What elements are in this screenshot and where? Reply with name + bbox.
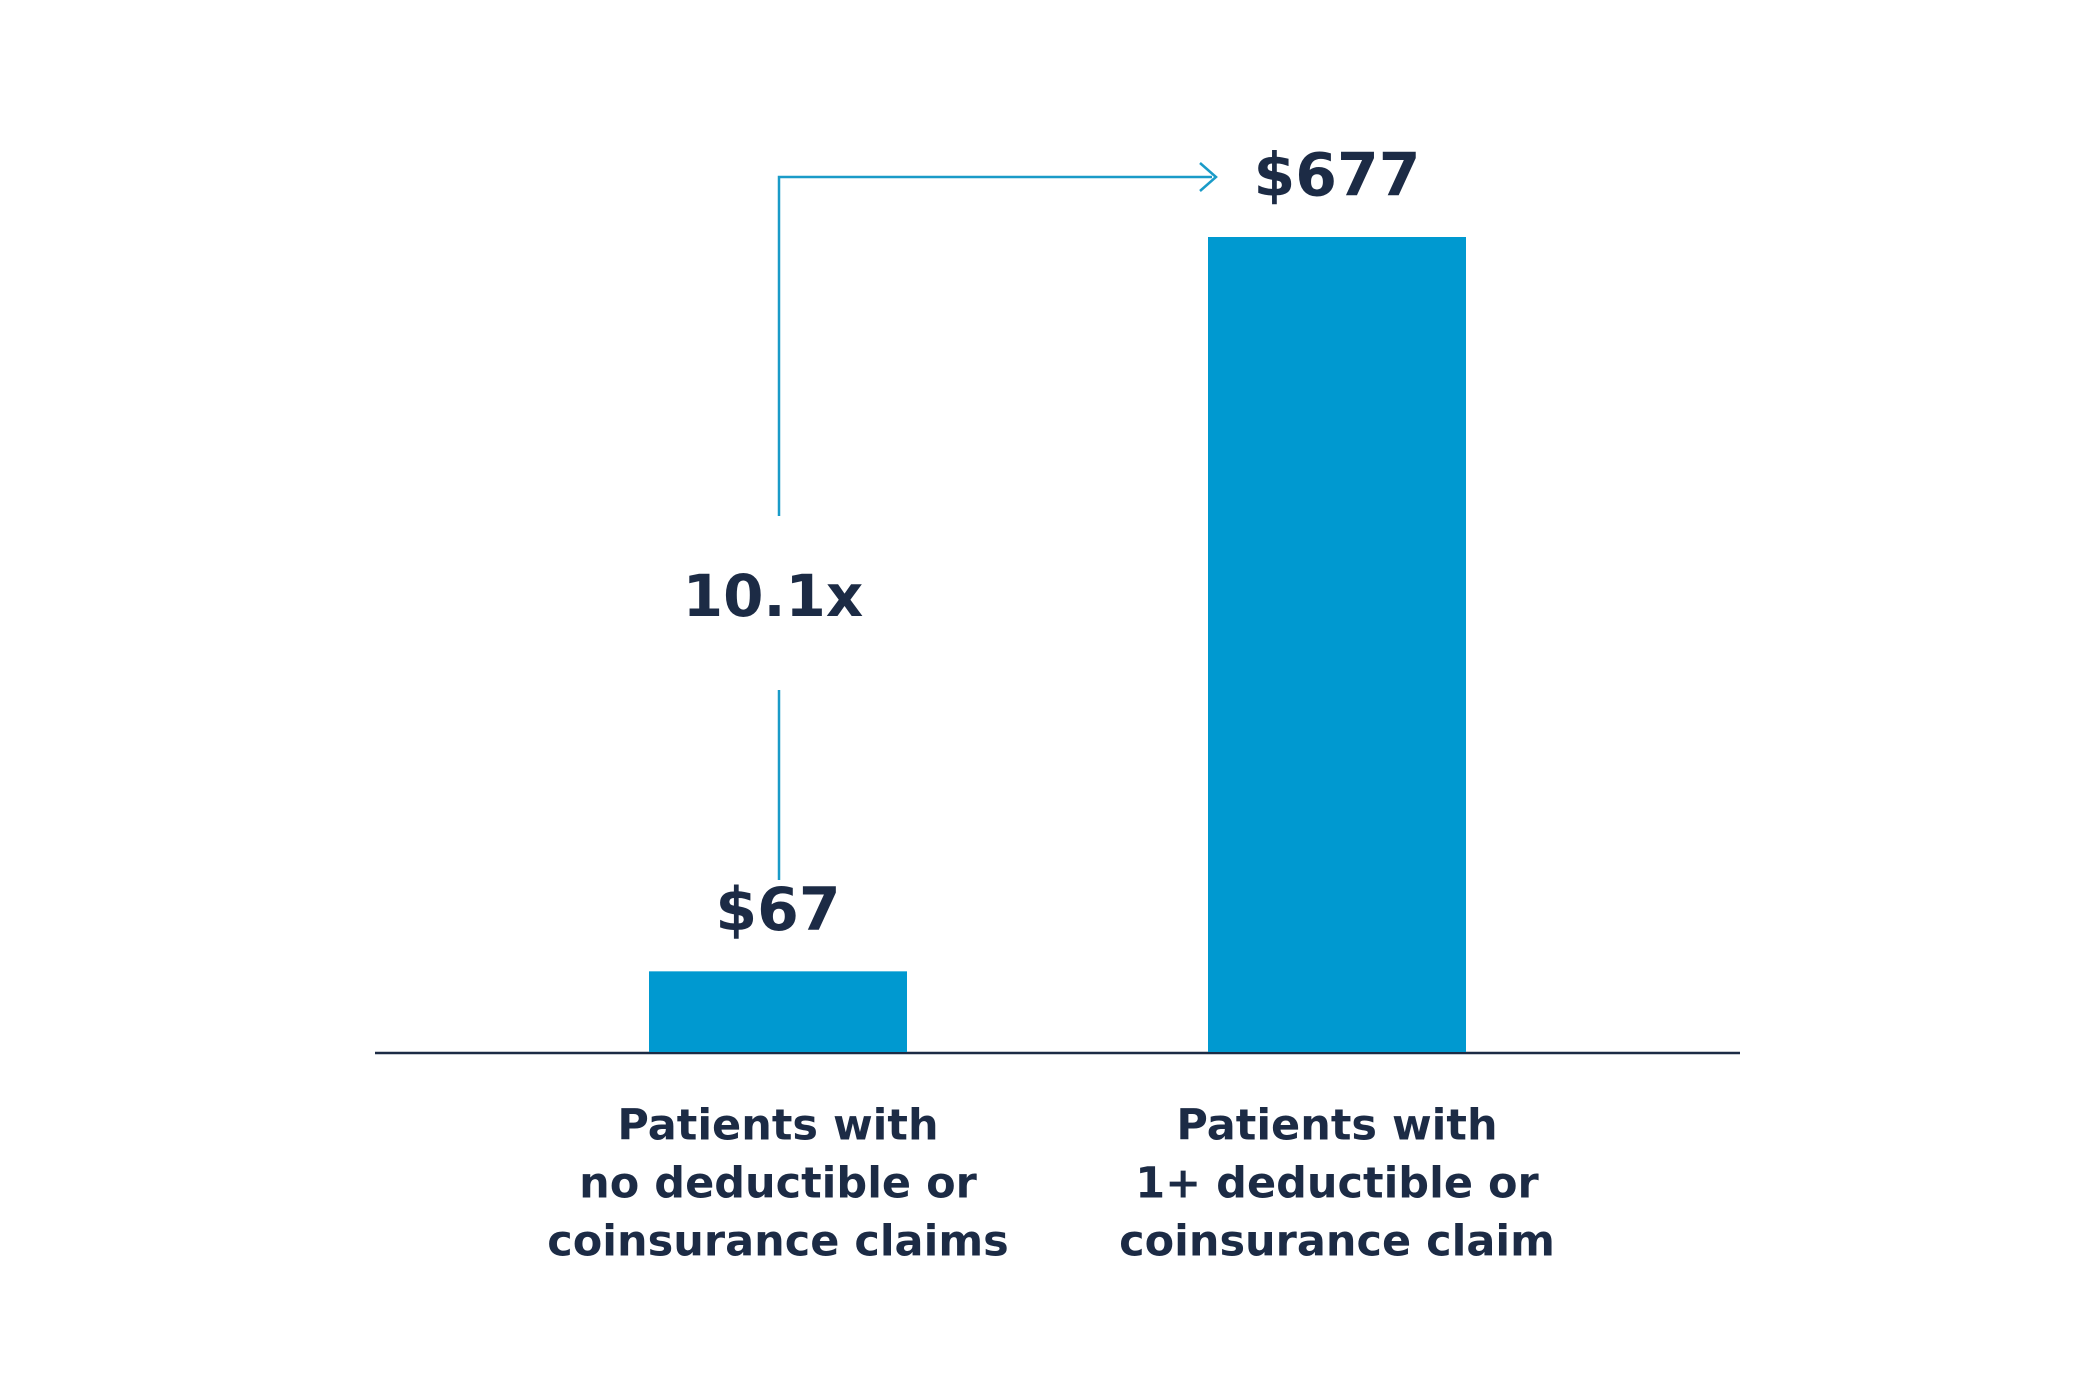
bar [1208,237,1466,1052]
category-label: coinsurance claims [547,1217,1008,1267]
ratio-bracket [777,162,1218,880]
bar [649,971,907,1052]
value-label: $677 [1254,141,1421,211]
category-label: Patients with [617,1101,938,1151]
category-label: no deductible or [579,1159,977,1209]
category-label: Patients with [1176,1101,1497,1151]
ratio-annotation: 10.1x [683,562,864,630]
category-label: 1+ deductible or [1135,1159,1539,1209]
value-label: $67 [715,875,840,945]
category-label: coinsurance claim [1119,1217,1555,1267]
